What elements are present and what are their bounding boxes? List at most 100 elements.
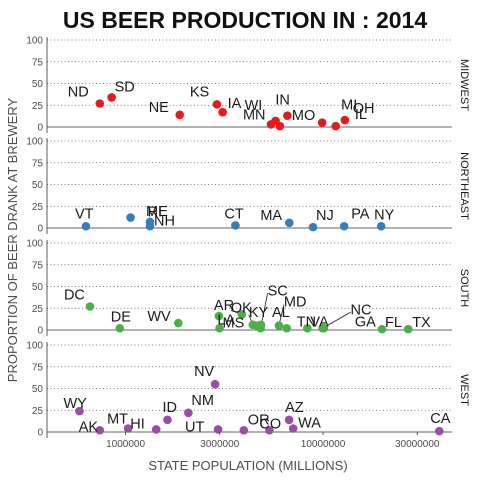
point-wy [75, 406, 84, 416]
point-co [265, 425, 274, 435]
point-az [284, 415, 294, 425]
point-label-md: MD [284, 295, 307, 311]
y-tick-label: 75 [32, 362, 44, 373]
point-label-ia: IA [228, 96, 242, 112]
point-label-ca: CA [430, 411, 450, 427]
point-label-or: OR [248, 412, 270, 428]
point-label-oh: OH [353, 101, 375, 117]
point-label-nc: NC [351, 302, 372, 318]
point-label-ak: AK [79, 419, 99, 435]
point-label-sc: SC [268, 283, 288, 299]
point-id [163, 415, 172, 425]
y-tick-label: 0 [37, 224, 43, 235]
point-ar [214, 311, 224, 321]
point-label-vt: VT [75, 206, 94, 222]
y-tick-label: 100 [26, 341, 43, 352]
point-ri [126, 213, 135, 222]
x-axis: 1000000 3000000 10000000 30000000 [106, 432, 440, 450]
point-nm [184, 408, 193, 418]
point-label-az: AZ [285, 400, 304, 416]
x-axis-title: STATE POPULATION (MILLIONS) [148, 458, 347, 473]
point-dc [85, 302, 95, 311]
point-in [283, 111, 292, 120]
point-label-dc: DC [64, 288, 85, 304]
point-label-sd: SD [115, 79, 135, 95]
y-tick-label: 100 [26, 36, 43, 47]
point-or [239, 425, 249, 435]
point-nj [308, 222, 318, 232]
point-label-mt: MT [107, 412, 128, 428]
y-tick-label: 25 [32, 304, 44, 315]
point-pa [339, 221, 349, 231]
point-ga [319, 323, 329, 333]
point-label-il: IL [355, 107, 367, 123]
point-label-me: ME [146, 204, 168, 220]
point-label-nh: NH [154, 213, 175, 229]
point-label-mi: MI [341, 98, 357, 114]
point-label-mn: MN [243, 107, 266, 123]
point-label-ny: NY [374, 207, 394, 223]
point-mt [123, 424, 133, 433]
y-tick-label: 100 [26, 137, 43, 148]
point-ms [215, 323, 224, 333]
point-label-ri: RI [148, 205, 163, 221]
y-tick-label: 25 [32, 101, 44, 112]
y-tick-label: 75 [32, 57, 44, 68]
x-tick-label: 1000000 [106, 439, 145, 450]
point-sd [107, 93, 116, 102]
point-label-ok: OK [231, 300, 252, 316]
point-ut [213, 425, 223, 434]
point-ia [218, 107, 227, 117]
point-tn [282, 323, 292, 333]
point-label-in: IN [275, 93, 290, 109]
point-label-ar: AR [214, 298, 234, 314]
y-tick-label: 0 [37, 123, 43, 134]
point-ok [237, 310, 247, 319]
y-tick-label: 75 [32, 158, 44, 169]
y-tick-label: 0 [37, 326, 43, 337]
point-label-wi: WI [245, 98, 263, 114]
point-oh [331, 121, 341, 131]
point-label-ma: MA [260, 208, 282, 224]
point-mi [317, 118, 327, 127]
point-label-ks: KS [190, 84, 209, 100]
point-label-ms: MS [222, 315, 244, 331]
point-nd [95, 99, 105, 108]
y-tick-label: 50 [32, 282, 44, 293]
point-ca [434, 426, 444, 436]
point-ny [376, 221, 386, 231]
point-nv [210, 379, 220, 389]
facet-strip-west: WEST [458, 374, 470, 406]
point-label-al: AL [272, 305, 290, 321]
y-tick-label: 25 [32, 202, 44, 213]
point-tx [403, 324, 413, 334]
point-label-id: ID [162, 400, 177, 416]
point-label-ut: UT [185, 419, 204, 435]
point-ne [175, 110, 185, 120]
facet-strip-northeast: NORTHEAST [458, 152, 470, 220]
point-de [115, 323, 125, 333]
point-mn [266, 120, 276, 129]
point-label-tx: TX [412, 315, 431, 331]
facet-strip-south: SOUTH [458, 269, 470, 308]
point-label-ky: KY [249, 305, 269, 321]
point-ct [231, 221, 240, 230]
y-axis-title: PROPORTION OF BEER DRANK AT BREWERY [5, 97, 20, 382]
point-label-pa: PA [351, 206, 370, 222]
point-il [340, 115, 350, 125]
y-tick-label: 100 [26, 239, 43, 250]
point-wv [174, 318, 183, 328]
point-label-nj: NJ [316, 208, 334, 224]
y-tick-label: 50 [32, 384, 44, 395]
point-mo [275, 121, 285, 131]
point-label-ne: NE [149, 100, 169, 116]
y-tick-label: 25 [32, 406, 44, 417]
point-label-wy: WY [63, 396, 87, 412]
point-label-nd: ND [68, 85, 89, 101]
